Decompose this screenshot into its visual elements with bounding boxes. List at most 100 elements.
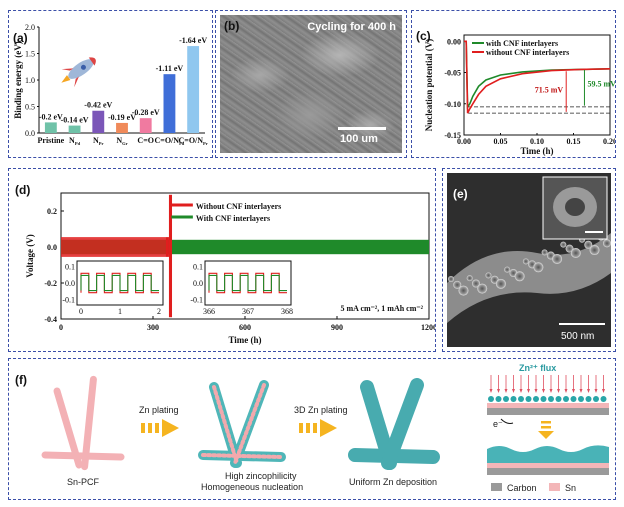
inset-x-tick-label: 367 — [242, 307, 254, 316]
y-tick-label: -0.15 — [444, 131, 461, 140]
y-tick-label: -0.4 — [44, 315, 57, 324]
sem-caption: Cycling for 400 h — [307, 21, 396, 33]
zn-ion — [555, 396, 562, 402]
pore — [603, 239, 611, 248]
flux-arrowhead — [542, 389, 545, 393]
x-tick-label: 300 — [147, 323, 159, 332]
y-axis-label: Nucleation potential (V) — [424, 39, 434, 132]
panel-e-label: (e) — [453, 187, 468, 201]
inset-x-tick-label: 368 — [281, 307, 293, 316]
panel-a-label: (a) — [13, 31, 28, 45]
y-tick-label: 0.2 — [47, 207, 57, 216]
zn-ion — [570, 396, 577, 402]
zn-ion — [563, 396, 569, 402]
series-band-without-cnf — [61, 237, 166, 257]
pore — [448, 276, 454, 282]
inset-y-tick-label: -0.1 — [190, 296, 203, 305]
pore — [589, 245, 600, 256]
bar — [44, 122, 57, 133]
inset-y-tick-label: -0.1 — [62, 296, 75, 305]
bar-value-label: -0.42 eV — [84, 101, 112, 110]
nucleation-potential-chart: 0.00 0.05 0.10 0.15 0.20 0.00 -0.05 -0.10 -0.15 T… — [424, 34, 615, 156]
y-tick-label: 2.0 — [25, 23, 35, 32]
inset-series-line — [208, 274, 287, 292]
zn-ion — [518, 396, 524, 402]
sn-pcf-fibers — [41, 375, 125, 471]
x-tick-label: C=O — [137, 136, 154, 145]
panel-d: (d) 0 300 600 900 1200 0.2 0.0 -0.2 -0.4 Time (h)… — [8, 168, 436, 352]
inset-y-tick-label: 0.0 — [193, 279, 203, 288]
down-arrow-icon — [538, 421, 554, 439]
pore — [471, 279, 480, 288]
sn-legend-swatch — [549, 483, 560, 491]
y-axis-label: Voltage (V) — [25, 234, 35, 277]
fiber-illustration: 500 nm — [447, 176, 611, 342]
zn-ion — [503, 396, 509, 402]
zn-ion — [600, 396, 607, 402]
y-tick-label: 0.0 — [47, 243, 57, 252]
bar-value-label: -1.11 eV — [156, 64, 184, 73]
pore — [466, 275, 473, 282]
flux-arrowhead — [579, 389, 583, 393]
pore — [514, 271, 525, 282]
x-axis-label: Time (h) — [228, 335, 261, 345]
flux-arrowhead — [489, 389, 493, 393]
zn-ion — [495, 396, 502, 402]
y-axis-label: Binding energy (eV) — [13, 41, 23, 119]
flux-arrowhead — [519, 389, 523, 393]
bar — [68, 125, 81, 133]
pore — [504, 266, 511, 273]
series-band-without-cnf — [165, 237, 169, 257]
x-tick-label: NPd — [69, 136, 81, 146]
bar — [116, 122, 128, 133]
short-circuit-spike — [168, 194, 173, 318]
y-tick-label: 0.0 — [25, 129, 35, 138]
inset-y-tick-label: 0.1 — [193, 262, 203, 271]
zn-coated-fibers — [198, 380, 286, 468]
y-tick-label: 0.5 — [25, 103, 35, 112]
legend-label: with CNF interlayers — [486, 39, 558, 48]
uniform-deposition-label: Uniform Zn deposition — [349, 477, 437, 487]
flux-arrows — [489, 375, 605, 393]
x-tick-label: 0.00 — [457, 137, 471, 146]
electron-label: e⁻ — [493, 419, 503, 429]
bar — [163, 74, 176, 133]
bar — [92, 110, 105, 133]
x-tick-label: C=O/NPr — [178, 136, 207, 146]
schematic: Sn-PCF Zn plating High zincophilicity Ho… — [41, 363, 609, 493]
flux-arrowhead — [557, 389, 560, 393]
zn-flux-label: Zn²⁺ flux — [519, 363, 556, 373]
zn-ion — [578, 396, 584, 402]
rocket-icon — [61, 57, 96, 88]
flux-arrowhead — [512, 389, 515, 393]
pore — [477, 283, 488, 294]
x-tick-label: 0.10 — [530, 137, 544, 146]
zn-ion — [585, 396, 592, 402]
zn-ion — [488, 396, 494, 402]
inset-x-tick-label: 366 — [203, 307, 215, 316]
zn-plating-label: Zn plating — [139, 405, 179, 415]
panel-c-label: (c) — [416, 29, 431, 43]
arrow-icon — [299, 419, 337, 437]
sem-image-fiber: 500 nm — [447, 173, 611, 347]
pore — [541, 249, 548, 256]
3d-zn-plating-label: 3D Zn plating — [294, 405, 348, 415]
flux-arrowhead — [602, 389, 605, 393]
pore — [458, 285, 469, 296]
flux-arrowhead — [587, 389, 590, 393]
pore — [453, 280, 462, 289]
x-tick-label: 1200 — [421, 323, 435, 332]
annotation-green: 59.5 mV — [587, 79, 615, 88]
scale-bar — [338, 127, 386, 130]
pore — [560, 241, 567, 248]
scale-bar-label: 500 nm — [561, 331, 594, 342]
sn-legend-label: Sn — [565, 483, 576, 493]
voltage-profile-chart: 0 300 600 900 1200 0.2 0.0 -0.2 -0.4 Time (h) Volt… — [25, 192, 435, 345]
y-tick-label: 1.5 — [25, 50, 35, 59]
flux-arrowhead — [549, 389, 553, 393]
pore — [570, 248, 581, 259]
legend-label: With CNF interlayers — [196, 214, 270, 223]
x-tick-label: 900 — [331, 323, 343, 332]
panel-e: 500 nm (e) — [442, 168, 616, 352]
